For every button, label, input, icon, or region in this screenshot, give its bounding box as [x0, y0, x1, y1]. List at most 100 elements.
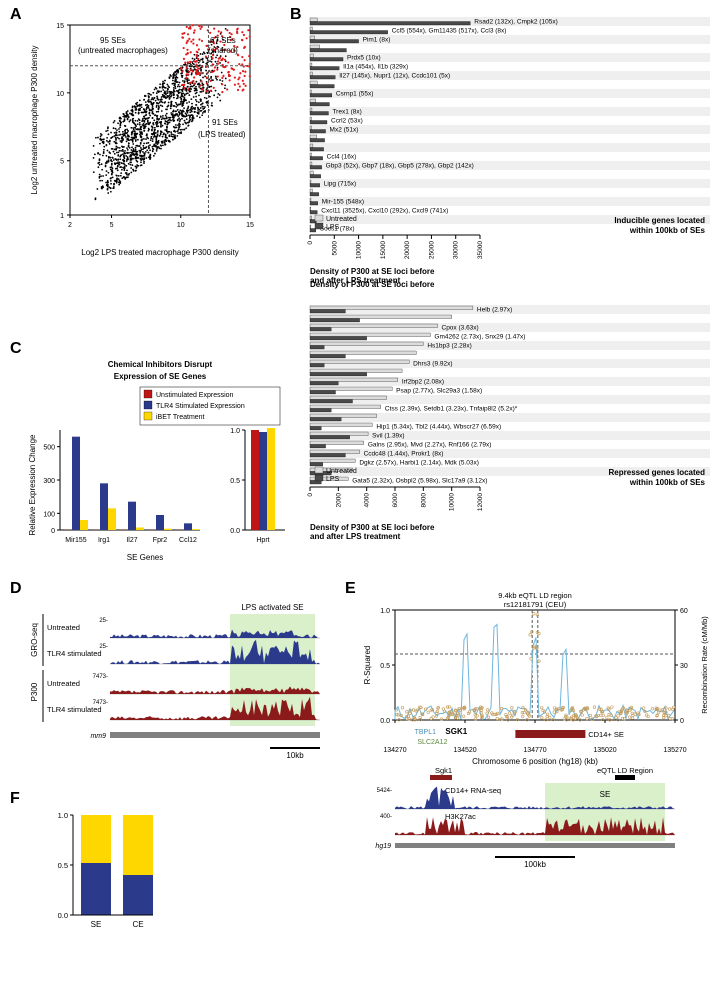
c-title-2: Expression of SE Genes	[114, 372, 207, 381]
c-title-1: Chemical Inhibitors Disrupt	[108, 360, 213, 369]
svg-text:10000: 10000	[356, 241, 363, 259]
svg-text:Gm4262 (2.73x), Snx29 (1.47x): Gm4262 (2.73x), Snx29 (1.47x)	[434, 334, 525, 341]
svg-text:15: 15	[246, 222, 254, 229]
svg-text:Il27: Il27	[126, 537, 137, 544]
svg-text:20000: 20000	[404, 241, 411, 259]
svg-text:Ctss (2.39x), Setdb1 (3.23x),: Ctss (2.39x), Setdb1 (3.23x), Tnfaip8l2 …	[385, 406, 518, 413]
svg-text:Sgk1: Sgk1	[435, 766, 452, 775]
svg-text:60: 60	[680, 608, 688, 615]
svg-text:30000: 30000	[453, 241, 460, 259]
svg-text:CD14+ RNA-seq: CD14+ RNA-seq	[445, 786, 501, 795]
svg-text:135020: 135020	[593, 747, 616, 754]
svg-text:TLR4 Stimulated Expression: TLR4 Stimulated Expression	[156, 403, 245, 410]
svg-text:2000: 2000	[335, 493, 342, 508]
panel-d-label: D	[10, 580, 22, 598]
svg-text:Ccrl2 (53x): Ccrl2 (53x)	[331, 118, 363, 125]
svg-text:6000: 6000	[392, 493, 399, 508]
panel-b-bottom: Helb (2.97x)Cpox (3.63x)Gm4262 (2.73x), …	[300, 300, 710, 540]
svg-text:12000: 12000	[477, 493, 484, 511]
panel-c-chart: Chemical Inhibitors Disrupt Expression o…	[25, 355, 295, 565]
svg-text:Untreated: Untreated	[47, 623, 80, 632]
svg-text:Unstimulated Expression: Unstimulated Expression	[156, 392, 234, 399]
svg-text:Dhrs3 (9.92x): Dhrs3 (9.92x)	[413, 361, 452, 368]
svg-text:0.5: 0.5	[58, 861, 68, 870]
svg-text:30: 30	[680, 663, 688, 670]
svg-text:135270: 135270	[663, 747, 686, 754]
svg-text:Rsad2 (132x), Cmpk2 (105x): Rsad2 (132x), Cmpk2 (105x)	[474, 19, 557, 26]
svg-text:H3K27ac: H3K27ac	[445, 812, 476, 821]
svg-text:Cpox (3.63x): Cpox (3.63x)	[442, 325, 479, 332]
svg-text:TLR4 stimulated: TLR4 stimulated	[47, 705, 102, 714]
panel-e-plot: 9.4kb eQTL LD regionrs12181791 (CEU)0.00…	[355, 590, 715, 880]
b-top-xlabel: Density of P300 at SE loci beforeand aft…	[310, 268, 434, 286]
svg-text:2: 2	[68, 222, 72, 229]
svg-text:0: 0	[307, 493, 314, 497]
svg-text:15: 15	[56, 23, 64, 30]
svg-text:35000: 35000	[477, 241, 484, 259]
svg-text:10: 10	[56, 91, 64, 98]
svg-text:Prdx5 (10x): Prdx5 (10x)	[347, 55, 381, 62]
svg-text:Pim1 (8x): Pim1 (8x)	[363, 37, 391, 44]
annot-lps-1: 91 SEs	[212, 118, 238, 127]
svg-text:Svil (1.39x): Svil (1.39x)	[372, 433, 405, 440]
c-xlabel: SE Genes	[127, 553, 163, 562]
svg-text:25-: 25-	[99, 618, 108, 624]
panel-c-label: C	[10, 340, 22, 358]
svg-text:400-: 400-	[380, 814, 392, 820]
svg-text:LPS: LPS	[326, 224, 340, 231]
svg-text:1: 1	[60, 213, 64, 220]
panel-f-label: F	[10, 790, 20, 808]
svg-text:P300: P300	[30, 682, 39, 701]
svg-text:1.0: 1.0	[380, 608, 390, 615]
svg-text:100kb: 100kb	[524, 860, 546, 869]
svg-text:10kb: 10kb	[286, 751, 304, 760]
svg-text:Inducible genes located: Inducible genes located	[614, 216, 705, 225]
svg-text:8000: 8000	[420, 493, 427, 508]
panel-f-bars: 0.00.51.0SECE	[45, 805, 185, 945]
svg-text:Untreated: Untreated	[47, 679, 80, 688]
svg-text:LPS: LPS	[326, 476, 340, 483]
svg-text:15000: 15000	[380, 241, 387, 259]
svg-text:Gbp3 (52x), Gbp7 (18x), Gbp5 (: Gbp3 (52x), Gbp7 (18x), Gbp5 (278x), Gbp…	[326, 163, 474, 170]
svg-text:eQTL LD Region: eQTL LD Region	[597, 766, 653, 775]
svg-text:GRO-seq: GRO-seq	[30, 623, 39, 657]
svg-text:CD14+ SE: CD14+ SE	[588, 730, 624, 739]
svg-text:SLC2A12: SLC2A12	[417, 739, 447, 746]
svg-text:25000: 25000	[428, 241, 435, 259]
svg-text:10000: 10000	[449, 493, 456, 511]
svg-text:Il1a (454x), Il1b (329x): Il1a (454x), Il1b (329x)	[343, 64, 408, 71]
b-bot-xlabel: Density of P300 at SE loci beforeand aft…	[310, 524, 434, 542]
svg-text:5: 5	[60, 159, 64, 166]
svg-text:0: 0	[680, 718, 684, 725]
panel-a-xlabel: Log2 LPS treated macrophage P300 density	[81, 248, 238, 257]
panel-a-scatter: 95 SEs (untreated macrophages) 67 SEs (s…	[25, 15, 265, 260]
svg-text:7473-: 7473-	[93, 700, 108, 706]
svg-text:Untreated: Untreated	[326, 216, 357, 223]
svg-text:Mir155: Mir155	[65, 537, 87, 544]
svg-text:within 100kb of SEs: within 100kb of SEs	[629, 478, 706, 487]
annot-shared-1: 67 SEs	[210, 36, 236, 45]
svg-text:Fpr2: Fpr2	[153, 537, 168, 544]
svg-text:TLR4 stimulated: TLR4 stimulated	[47, 649, 102, 658]
panel-b-top: Rsad2 (132x), Cmpk2 (105x) Ccl5 (554x), G…	[300, 12, 710, 292]
svg-text:within 100kb of SEs: within 100kb of SEs	[629, 226, 706, 235]
svg-text:Recombination Rate (cM/Mb): Recombination Rate (cM/Mb)	[700, 616, 709, 714]
svg-text:Cxcl11 (3525x), Cxcl10 (292x),: Cxcl11 (3525x), Cxcl10 (292x), Cxcl9 (74…	[321, 208, 448, 215]
svg-text:500: 500	[43, 445, 55, 452]
svg-text:0.0: 0.0	[380, 718, 390, 725]
svg-text:0.5: 0.5	[230, 478, 240, 485]
svg-text:Mx2 (51x): Mx2 (51x)	[330, 127, 359, 134]
svg-text:hg19: hg19	[375, 843, 391, 850]
svg-text:134770: 134770	[523, 747, 546, 754]
svg-text:5424-: 5424-	[377, 788, 392, 794]
svg-text:CE: CE	[132, 920, 143, 929]
svg-text:5000: 5000	[331, 241, 338, 256]
svg-text:Gata5 (2.32x), Osbpl2 (5.98x),: Gata5 (2.32x), Osbpl2 (5.98x), Slc17a9 (…	[352, 478, 487, 485]
svg-text:25-: 25-	[99, 644, 108, 650]
svg-text:Ccl5 (554x), Gm11435 (517x), C: Ccl5 (554x), Gm11435 (517x), Ccl3 (8x)	[392, 28, 507, 35]
svg-text:7473-: 7473-	[93, 674, 108, 680]
svg-text:0.0: 0.0	[58, 911, 68, 920]
svg-text:10: 10	[177, 222, 185, 229]
panel-a-label: A	[10, 6, 22, 24]
svg-text:9.4kb eQTL LD region: 9.4kb eQTL LD region	[498, 591, 572, 600]
